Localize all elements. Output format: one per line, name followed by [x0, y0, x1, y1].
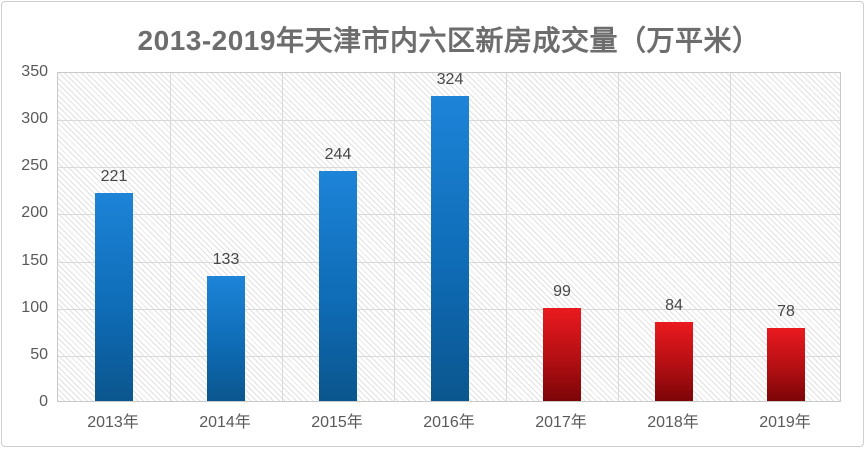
y-tick-label: 350	[21, 63, 48, 80]
bar-2018年	[655, 321, 693, 401]
bar-value-label: 84	[665, 296, 683, 314]
x-tick-label: 2019年	[759, 414, 811, 431]
x-tick-label: 2013年	[87, 414, 139, 431]
bar-value-label: 244	[324, 145, 352, 163]
y-tick-label: 0	[39, 393, 48, 410]
x-tick-label: 2015年	[311, 414, 363, 431]
y-tick-label: 100	[21, 298, 48, 316]
bar-value-label: 221	[100, 167, 128, 185]
bar-value-label: 78	[777, 302, 795, 320]
y-tick-label: 250	[21, 157, 48, 175]
x-tick-label: 2017年	[535, 414, 587, 431]
bar-2013年	[95, 192, 133, 401]
gridline-vertical	[730, 73, 731, 401]
y-tick-label: 50	[30, 345, 48, 363]
x-tick-label: 2014年	[199, 414, 251, 431]
gridline-vertical	[394, 73, 395, 401]
gridline-vertical	[618, 73, 619, 401]
bar-2017年	[543, 307, 581, 401]
y-tick-label: 200	[21, 204, 48, 222]
gridline-vertical	[170, 73, 171, 401]
y-tick-label: 150	[21, 251, 48, 269]
x-axis: 2013年 2014年 2015年 2016年 2017年 2018年 2019年	[57, 403, 841, 437]
y-tick-label: 300	[21, 110, 48, 128]
chart-title: 2013-2019年天津市内六区新房成交量（万平米）	[137, 25, 761, 56]
plot-area: 221 133 244 324 99 84 78	[57, 70, 841, 402]
x-tick-label: 2016年	[423, 414, 475, 431]
x-tick-label: 2018年	[647, 414, 699, 431]
bar-value-label: 324	[436, 70, 464, 88]
bar-value-label: 133	[212, 250, 240, 268]
bar-2014年	[207, 275, 245, 401]
bar-2016年	[431, 95, 469, 401]
gridline-vertical	[506, 73, 507, 401]
gridline-vertical	[282, 73, 283, 401]
bar-2015年	[319, 170, 357, 401]
bar-2019年	[767, 327, 805, 401]
bar-value-label: 99	[553, 282, 571, 300]
